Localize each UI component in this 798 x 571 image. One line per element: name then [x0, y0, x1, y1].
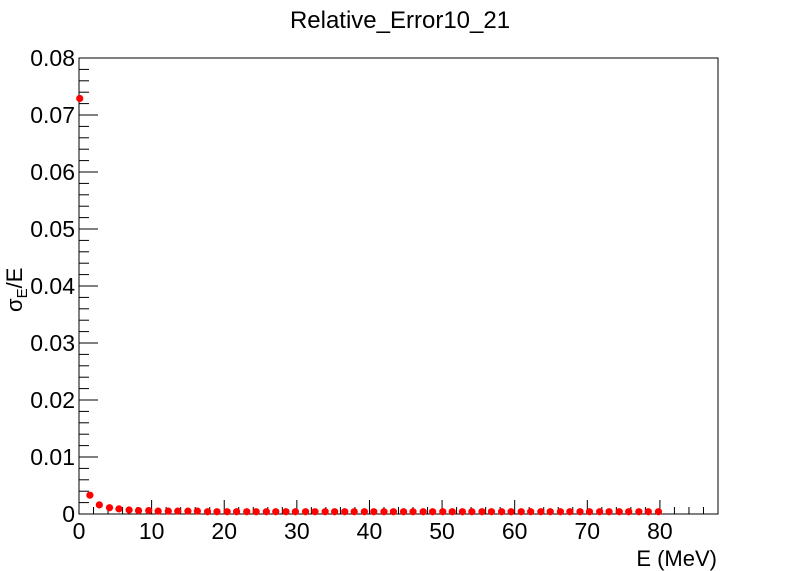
chart-title: Relative_Error10_21 — [290, 7, 510, 34]
data-point — [537, 508, 545, 516]
data-point — [399, 508, 408, 516]
data-point — [498, 508, 506, 516]
x-tick-label: 20 — [211, 518, 237, 544]
data-point — [507, 508, 515, 516]
data-point — [331, 508, 339, 516]
y-tick-label: 0.07 — [30, 102, 75, 128]
data-point — [115, 505, 123, 513]
data-point — [125, 506, 133, 514]
data-point — [145, 506, 153, 515]
y-tick-label: 0.03 — [30, 330, 75, 356]
data-point — [164, 507, 172, 515]
data-point — [429, 508, 437, 516]
data-point — [76, 94, 84, 103]
x-tick-label: 50 — [429, 518, 455, 544]
x-tick-label: 60 — [502, 518, 528, 544]
data-point — [311, 508, 319, 516]
x-tick-label: 30 — [284, 518, 310, 544]
data-point — [409, 508, 417, 516]
y-tick-label: 0.01 — [30, 444, 75, 470]
data-point — [585, 508, 594, 516]
x-tick-label: 70 — [574, 518, 600, 544]
x-axis: 0 10 20 30 40 50 60 70 80 — [73, 500, 704, 544]
data-point — [439, 508, 447, 516]
data-point — [272, 508, 280, 516]
data-point — [635, 508, 643, 516]
y-axis-title-sigma: σ — [2, 298, 27, 312]
data-point — [95, 501, 103, 509]
data-point — [213, 508, 221, 516]
data-point — [556, 508, 565, 516]
x-tick-label: 10 — [139, 518, 165, 544]
data-point — [282, 508, 290, 516]
data-point — [174, 507, 182, 515]
x-axis-title: E (MeV) — [636, 546, 717, 571]
data-point — [576, 508, 584, 516]
y-axis-title: σE/E — [2, 268, 31, 312]
data-point — [370, 508, 378, 516]
data-point — [105, 504, 114, 512]
y-tick-label: 0.05 — [30, 216, 75, 242]
data-point — [321, 508, 329, 516]
data-point — [546, 508, 554, 516]
data-point — [468, 508, 476, 516]
data-point — [360, 508, 368, 516]
data-point — [154, 507, 162, 515]
data-point — [625, 508, 633, 516]
x-tick-label: 40 — [357, 518, 383, 544]
y-axis-title-rest: /E — [2, 268, 27, 289]
y-tick-label: 0.08 — [30, 45, 75, 71]
data-point — [654, 508, 663, 516]
data-point — [448, 508, 456, 516]
data-point — [380, 508, 388, 516]
plot-frame — [78, 57, 719, 515]
data-point — [487, 508, 496, 516]
data-point — [350, 508, 358, 516]
data-point — [232, 508, 241, 516]
data-point — [517, 508, 525, 516]
data-point — [341, 508, 349, 516]
data-point — [389, 508, 398, 516]
data-point — [644, 508, 652, 516]
data-point — [419, 508, 427, 516]
data-point — [184, 507, 192, 515]
data-point — [203, 508, 212, 516]
data-points — [76, 94, 663, 516]
y-tick-label: 0.04 — [30, 273, 75, 299]
x-tick-label: 80 — [647, 518, 673, 544]
data-point — [596, 508, 604, 516]
y-axis-title-text: σE/E — [2, 268, 31, 312]
data-point — [458, 508, 466, 516]
data-point — [301, 508, 310, 516]
data-point — [134, 506, 143, 515]
data-point — [86, 491, 94, 499]
data-point — [566, 508, 574, 516]
data-point — [615, 508, 623, 516]
data-point — [605, 508, 613, 516]
data-point — [527, 508, 535, 516]
data-point — [478, 508, 486, 516]
data-point — [243, 508, 251, 516]
y-axis: 0 0.01 0.02 0.03 0.04 0.05 0.06 0.07 0.08 — [30, 45, 98, 527]
x-tick-label: 0 — [73, 518, 86, 544]
y-tick-label: 0.06 — [30, 159, 75, 185]
y-tick-label: 0 — [62, 501, 75, 527]
data-point — [252, 508, 260, 516]
data-point — [223, 508, 231, 516]
y-tick-label: 0.02 — [30, 387, 75, 413]
data-point — [193, 507, 201, 515]
y-axis-title-subscript: E — [14, 288, 31, 298]
data-point — [291, 508, 299, 516]
data-point — [262, 508, 270, 516]
